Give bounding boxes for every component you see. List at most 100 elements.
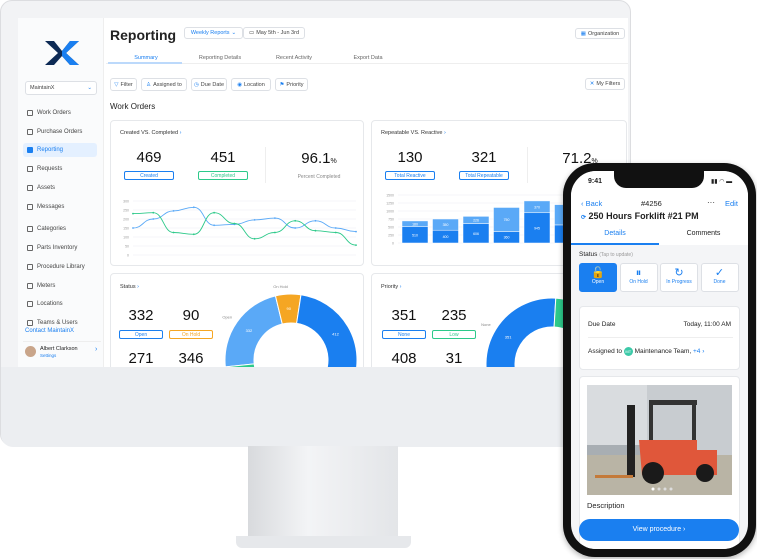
phone: 9:41 ▮▮ ◠ ▬ ‹ Back #4256 ··· Edit ⟳ 250 … [563,163,756,557]
forklift-photo[interactable] [587,385,732,495]
assigned-to-row[interactable]: Assigned to MT Maintenance Team, +4 › [588,347,705,356]
percent-label: Percent Completed [297,174,341,180]
data-point [274,217,276,219]
data-point [192,233,195,236]
page-title: Reporting [110,27,177,43]
bar-label: 370 [534,205,540,209]
data-point [172,210,175,212]
card-title[interactable]: Repeatable VS. Reactive › [381,130,446,136]
y-tick-label: 300 [123,200,129,204]
data-point [233,222,236,225]
data-point [152,211,155,214]
sidebar-item-parts-inventory[interactable]: Parts Inventory [23,241,97,255]
tab-export-data[interactable]: Export Data [353,55,383,61]
mobile-app: 9:41 ▮▮ ◠ ▬ ‹ Back #4256 ··· Edit ⟳ 250 … [571,171,748,549]
description-label: Description [587,501,625,510]
due-date-value: Today, 11:00 AM [683,321,731,328]
tab-reporting-details[interactable]: Reporting Details [198,55,242,61]
settings-link[interactable]: Settings [40,353,57,358]
card-title[interactable]: Priority › [381,284,402,290]
donut-segment [296,294,358,367]
bar-chart-icon [27,147,33,153]
repeat-icon: ⟳ [581,215,587,221]
sidebar-item-requests[interactable]: Requests [23,162,97,176]
contact-link[interactable]: Contact MaintainX [25,328,75,334]
y-tick-label: 100 [123,236,129,240]
sidebar-item-reporting[interactable]: Reporting [23,143,97,157]
data-point [192,206,195,209]
more-icon[interactable]: ··· [707,198,715,207]
data-point [334,227,337,229]
bar-label: 510 [412,233,418,237]
filter-assigned-to[interactable]: ♙ Assigned to [141,78,187,91]
sidebar-item-locations[interactable]: Locations [23,297,97,311]
donut-segment [224,363,256,367]
sidebar-item-messages[interactable]: Messages [23,200,97,214]
status-count: 346 [178,350,204,367]
active-tab-indicator [108,62,182,64]
user-profile[interactable]: Albert Clarkson Settings › [23,341,101,359]
repeatable-badge: Total Repeatable [459,171,509,180]
pause-icon: ⏸ [635,267,642,279]
back-button[interactable]: ‹ Back [581,199,603,208]
y-tick-label: 200 [123,218,129,222]
data-point [213,211,215,214]
bar-segment [523,200,551,214]
avatar [25,346,36,357]
status-in-progress-button[interactable]: ↻ In Progress [660,263,698,292]
tab-comments[interactable]: Comments [686,230,721,237]
filter-priority[interactable]: ⚑ Priority [275,78,308,91]
tab-summary[interactable]: Summary [134,55,158,61]
sidebar-item-teams-users[interactable]: Teams & Users [23,316,97,330]
organization-button[interactable]: ▦ Organization [575,28,625,39]
org-name: MaintainX [30,85,55,91]
tab-recent-activity[interactable]: Recent Activity [275,55,313,61]
chat-icon [27,204,33,210]
sidebar-item-procedure-library[interactable]: Procedure Library [23,260,97,274]
report-selector[interactable]: Weekly Reports ⌄ [184,27,243,39]
open-count: 332 [128,307,154,324]
data-point [355,230,357,233]
view-procedure-button[interactable]: View procedure › [579,519,739,541]
created-completed-line-chart: 0 50 100 150 200 250 300 [123,200,357,258]
priority-count: 408 [391,350,417,367]
sidebar-item-purchase-orders[interactable]: Purchase Orders [23,125,97,139]
donut-segment [224,295,283,367]
data-point [253,237,256,240]
bar-segment [462,216,490,224]
data-point [355,244,357,246]
card-title[interactable]: Status › [120,284,139,290]
completed-count: 451 [210,149,236,166]
filter-filter[interactable]: ▽ Filter [110,78,137,91]
card-title[interactable]: Created VS. Completed › [120,130,182,136]
my-filters-button[interactable]: ✕ My Filters [585,78,625,90]
date-range-picker[interactable]: ▭ May 5th - Jun 3rd [243,27,305,39]
check-icon: ✓ [714,267,725,279]
status-open-button[interactable]: 🔓 Open [579,263,617,292]
bar-label: 180 [412,222,418,226]
filter-location[interactable]: ◉ Location [231,78,271,91]
on-hold-count: 90 [182,307,200,324]
edit-button[interactable]: Edit [725,199,738,208]
sidebar: MaintainX ⌄ Work Orders Purchase Orders Rep… [18,18,104,367]
sidebar-item-assets[interactable]: Assets [23,181,97,195]
sidebar-item-work-orders[interactable]: Work Orders [23,106,97,120]
sidebar-item-meters[interactable]: Meters [23,279,97,293]
reactive-badge: Total Reactive [385,171,435,180]
y-tick-label: 250 [123,209,129,213]
status-done-button[interactable]: ✓ Done [700,263,739,292]
filter-due-date[interactable]: ◷ Due Date [191,78,227,91]
reactive-count: 130 [397,149,423,166]
desktop-app: MaintainX ⌄ Work Orders Purchase Orders Rep… [18,18,628,367]
report-name: Weekly Reports [190,30,230,36]
bar-segment [432,218,459,231]
open-badge: Open [119,330,163,339]
refresh-icon: ↻ [674,267,684,279]
org-selector[interactable]: MaintainX ⌄ [25,81,97,95]
inbox-icon [27,110,33,116]
status-on-hold-button[interactable]: ⏸ On Hold [619,263,658,292]
sidebar-item-categories[interactable]: Categories [23,222,97,236]
data-point [152,218,155,220]
tag-icon [27,226,33,232]
tab-details[interactable]: Details [604,230,626,237]
